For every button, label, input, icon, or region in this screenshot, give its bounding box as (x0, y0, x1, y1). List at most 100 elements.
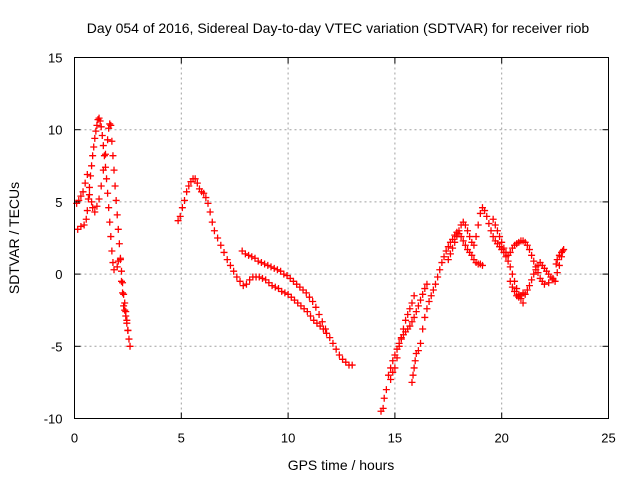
data-point (387, 376, 395, 384)
data-point (305, 293, 313, 301)
data-point (399, 325, 407, 333)
data-point (83, 207, 91, 215)
data-point (442, 247, 450, 255)
x-tick-labels: 0 5 10 15 20 25 (71, 431, 616, 446)
x-tick-label: 5 (178, 431, 185, 446)
data-point (506, 277, 514, 285)
data-point (496, 233, 504, 241)
data-point (481, 207, 489, 215)
data-point (421, 285, 429, 293)
data-point (236, 277, 244, 285)
data-point (123, 319, 131, 327)
data-point (210, 227, 218, 235)
data-point (326, 334, 334, 342)
data-point (89, 204, 97, 212)
data-point (414, 302, 422, 310)
data-point (466, 233, 474, 241)
data-point (105, 204, 113, 212)
data-point (410, 313, 418, 321)
data-point (487, 227, 495, 235)
data-point (335, 351, 343, 359)
data-point (425, 298, 433, 306)
data-point (214, 234, 222, 242)
data-point (206, 208, 214, 216)
data-point (120, 290, 128, 298)
data-point (116, 254, 124, 262)
data-point (93, 121, 101, 129)
data-point (384, 371, 392, 379)
data-point (109, 152, 117, 160)
data-point (558, 248, 566, 256)
data-point (419, 325, 427, 333)
data-point (88, 198, 96, 206)
series-seg-d (174, 175, 356, 369)
data-point (181, 196, 189, 204)
data-point (122, 312, 130, 320)
data-point (233, 273, 241, 281)
data-point (183, 188, 191, 196)
data-point (119, 289, 127, 297)
data-point (408, 299, 416, 307)
data-point (208, 218, 216, 226)
data-point (89, 152, 97, 160)
data-point (93, 202, 101, 210)
data-point (434, 273, 442, 281)
data-point (104, 189, 112, 197)
data-point (281, 289, 289, 297)
series-seg-f (377, 280, 431, 415)
series-seg-a (74, 114, 118, 274)
data-point (406, 322, 414, 330)
data-point (257, 259, 265, 267)
data-point (178, 204, 186, 212)
data-point (491, 221, 499, 229)
data-point (120, 302, 128, 310)
data-point (402, 316, 410, 324)
data-point (440, 253, 448, 261)
data-point (97, 182, 105, 190)
data-point (104, 136, 112, 144)
data-point (410, 364, 418, 372)
data-point (411, 357, 419, 365)
data-point (83, 170, 91, 178)
data-point (271, 283, 279, 291)
data-point (117, 277, 125, 285)
data-point (559, 247, 567, 255)
data-point (103, 175, 111, 183)
data-point (254, 257, 262, 265)
data-point (108, 247, 116, 255)
data-point (483, 212, 491, 220)
data-point (438, 259, 446, 267)
data-point (389, 368, 397, 376)
data-point (461, 241, 469, 249)
data-point (278, 287, 286, 295)
data-point (525, 246, 533, 254)
data-point (552, 260, 560, 268)
data-point (185, 182, 193, 190)
y-tick-label: 10 (48, 123, 62, 138)
data-point (312, 303, 320, 311)
data-point (91, 134, 99, 142)
data-point (109, 259, 117, 267)
data-point (193, 179, 201, 187)
data-point (107, 233, 115, 241)
data-point (106, 120, 114, 128)
data-point (540, 280, 548, 288)
data-point (478, 261, 486, 269)
data-point (91, 208, 99, 216)
y-axis-label: SDTVAR / TECUs (6, 182, 22, 294)
data-point (110, 166, 118, 174)
data-point (245, 251, 253, 259)
data-point (470, 241, 478, 249)
data-point (273, 266, 281, 274)
data-point (119, 279, 127, 287)
data-point (87, 172, 95, 180)
data-point (417, 296, 425, 304)
data-point (99, 142, 107, 150)
data-point (485, 220, 493, 228)
data-point (409, 371, 417, 379)
data-point (85, 191, 93, 199)
data-point (100, 152, 108, 160)
data-point (408, 318, 416, 326)
data-point (455, 227, 463, 235)
data-point (472, 233, 480, 241)
